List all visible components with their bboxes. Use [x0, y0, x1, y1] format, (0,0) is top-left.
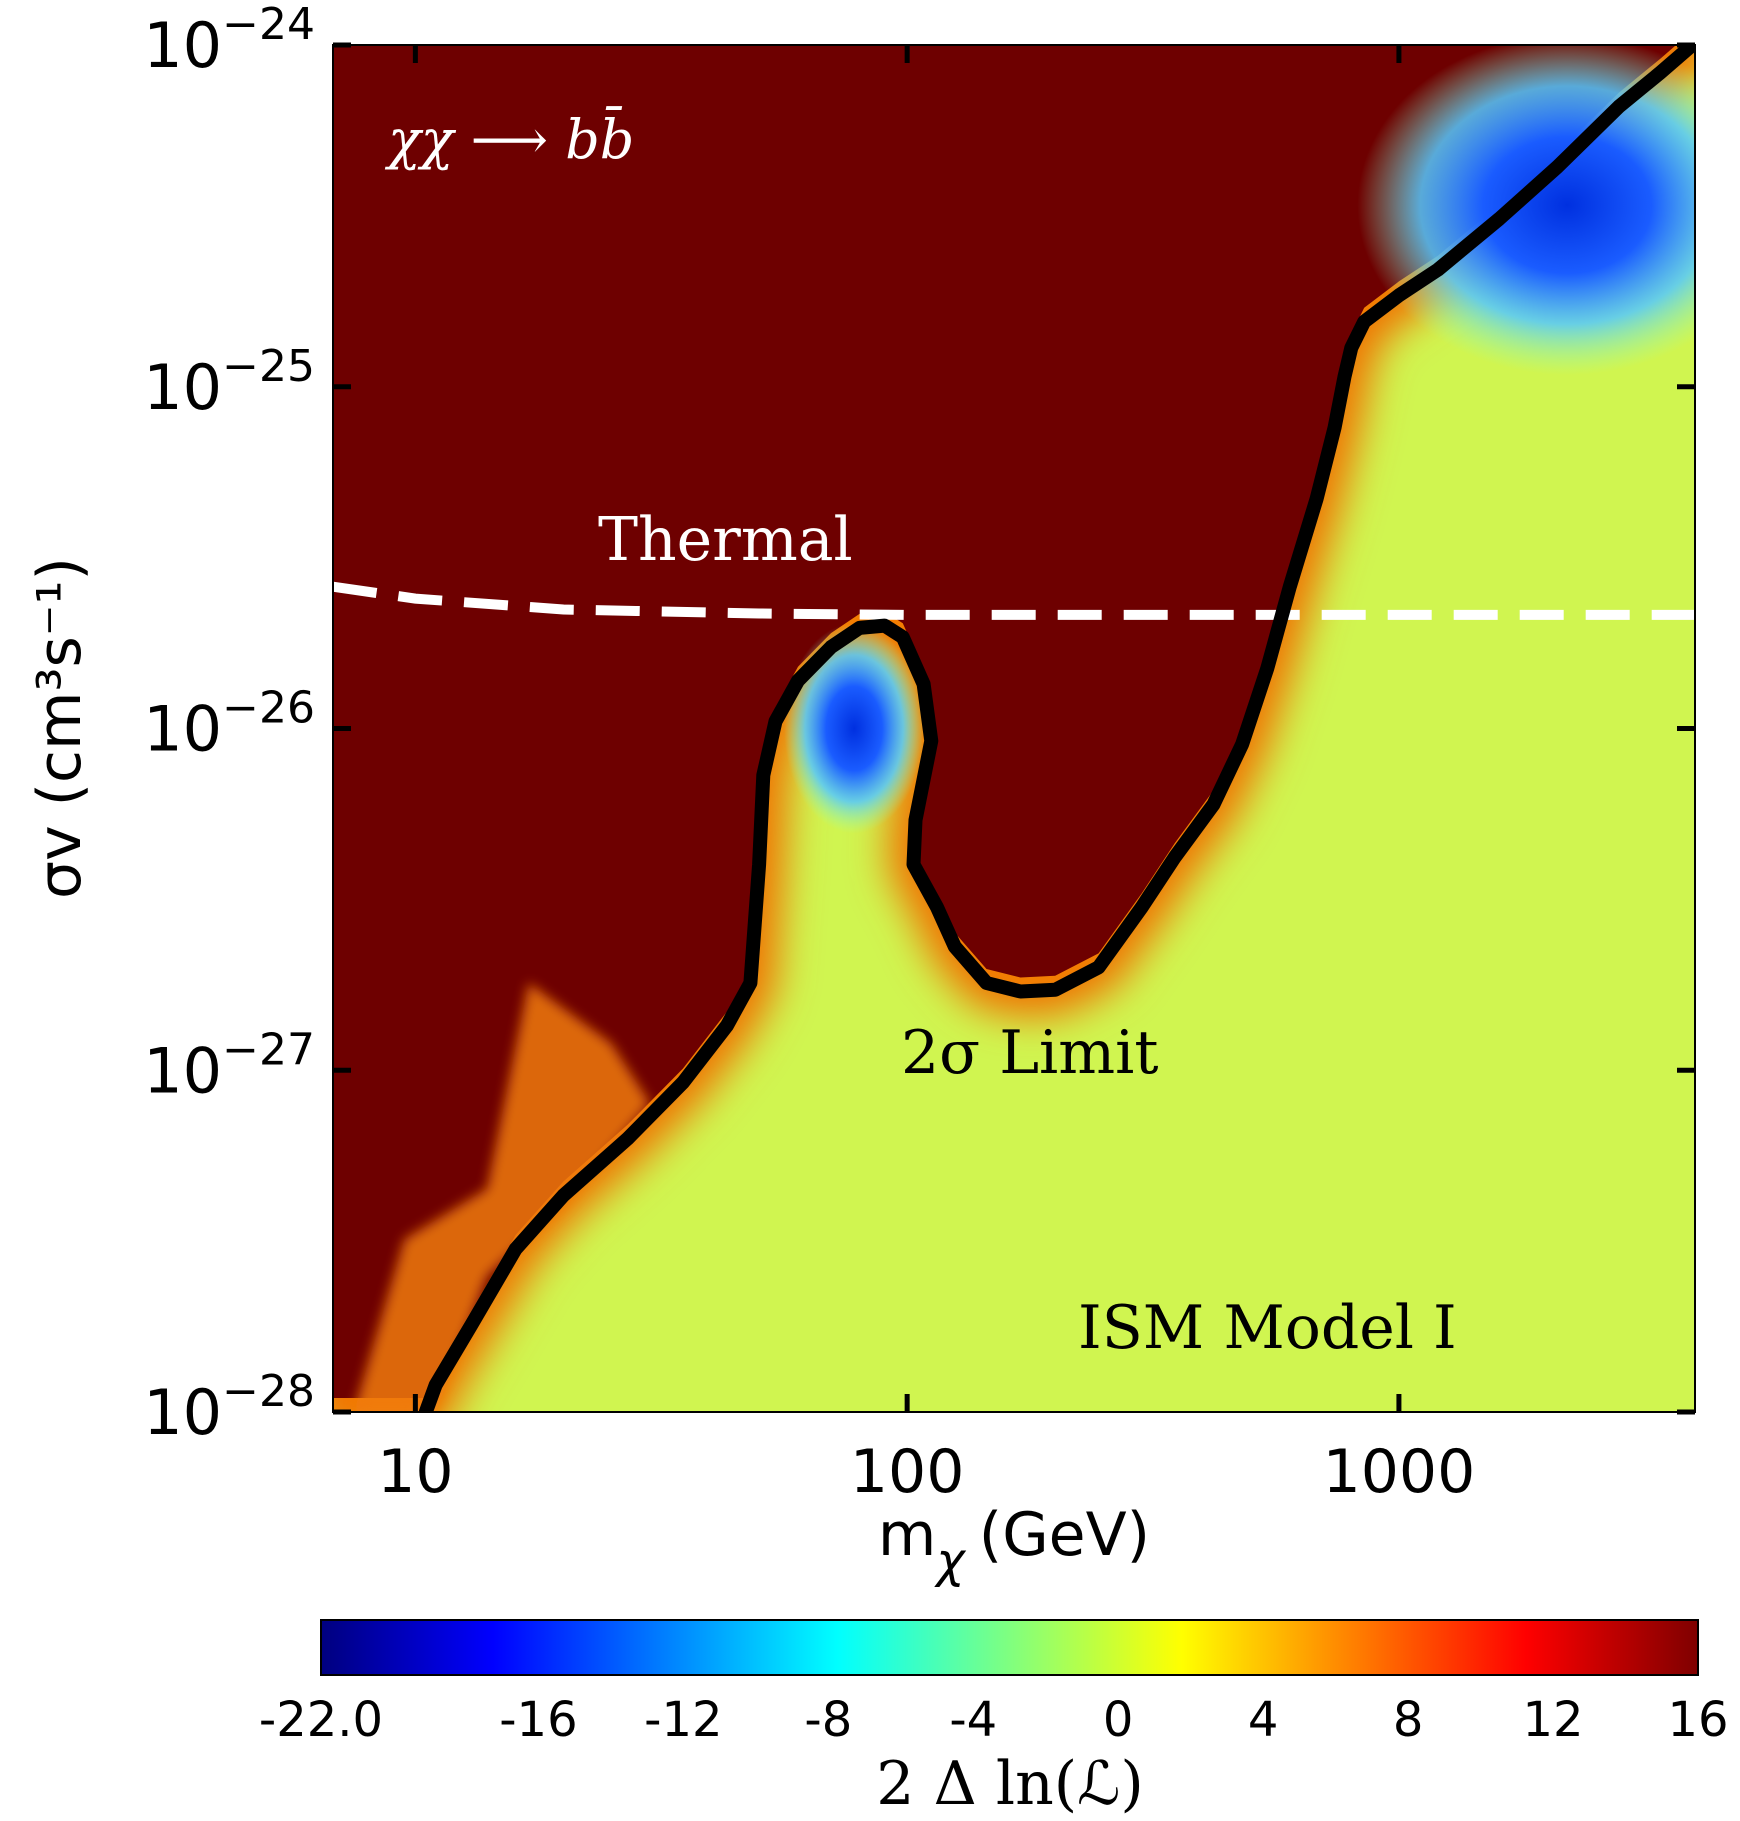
y-tick-label: 10−27 — [143, 1024, 315, 1107]
thermal-line — [333, 581, 1695, 620]
y-axis: 10−24 10−25 10−26 10−27 10−28 — [143, 0, 1695, 1449]
y-tick-label: 10−25 — [143, 341, 315, 424]
annotation-2sigma-limit: 2σ Limit — [901, 1018, 1158, 1088]
x-axis-label: mχ (GeV) — [878, 1500, 1150, 1589]
colorbar-tick-label: -16 — [499, 1692, 577, 1748]
heatmap-low-mass-patch — [353, 983, 650, 1412]
y-tick-label: 10−28 — [143, 1366, 315, 1449]
colorbar-tick-label: -22.0 — [259, 1692, 383, 1748]
annotation-thermal: Thermal — [598, 505, 853, 575]
colorbar-tick-label: 4 — [1248, 1692, 1279, 1748]
x-tick-label: 100 — [850, 1437, 965, 1507]
colorbar-tick-label: 12 — [1523, 1692, 1584, 1748]
y-tick-label: 10−26 — [143, 683, 315, 766]
x-tick-label: 1000 — [1323, 1437, 1476, 1507]
colorbar-label: 2 Δ ln(ℒ) — [876, 1749, 1144, 1819]
colorbar-tick-label: -8 — [804, 1692, 852, 1748]
plot-area — [333, 45, 1695, 1412]
y-tick-label: 10−24 — [143, 0, 315, 82]
colorbar-tick-label: 16 — [1667, 1692, 1728, 1748]
colorbar-ticks: -22.0 -16 -12 -8 -4 0 4 8 12 16 — [259, 1692, 1729, 1748]
y-axis-label: σv (cm³s⁻¹) — [25, 557, 95, 899]
x-tick-label: 10 — [377, 1437, 453, 1507]
colorbar-tick-label: 8 — [1393, 1692, 1424, 1748]
colorbar-tick-label: -4 — [949, 1692, 997, 1748]
annotation-channel: χχ ⟶ bb̄ — [384, 105, 634, 171]
limit-contour — [418, 45, 1695, 1412]
colorbar-tick-label: -12 — [644, 1692, 722, 1748]
colorbar-tick-label: 0 — [1103, 1692, 1134, 1748]
heatmap-minimum — [784, 623, 925, 834]
annotation-model: ISM Model I — [1078, 1293, 1457, 1363]
x-axis: 10 100 1000 — [377, 45, 1475, 1507]
colorbar — [320, 1619, 1699, 1676]
heatmap-minimum — [1357, 45, 1695, 376]
